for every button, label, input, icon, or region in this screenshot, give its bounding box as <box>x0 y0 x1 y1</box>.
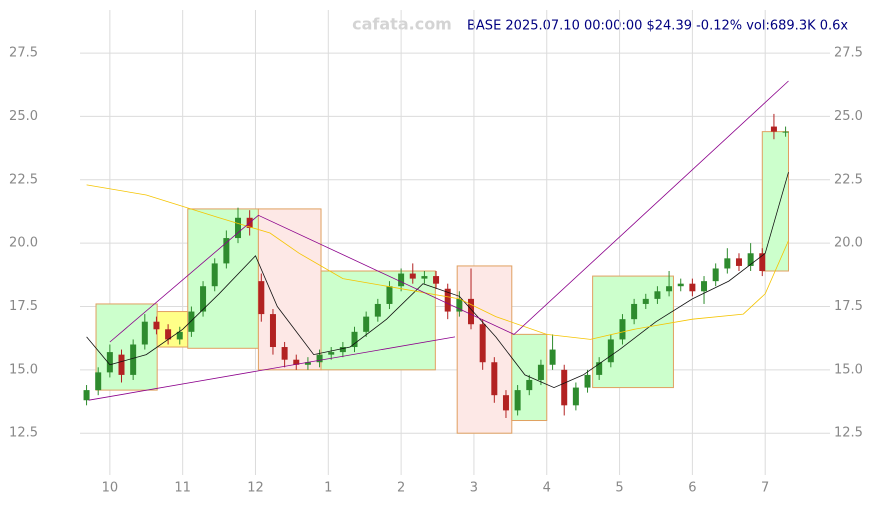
candle-body <box>619 319 626 340</box>
y-tick-label-right: 27.5 <box>834 46 863 61</box>
candle-body <box>351 331 358 348</box>
candle-body <box>433 276 440 284</box>
candle-body <box>666 286 673 292</box>
candle-body <box>584 374 591 388</box>
range-box <box>761 131 789 272</box>
candle-body <box>304 362 311 365</box>
y-tick-label-right: 12.5 <box>834 426 863 441</box>
candle-body <box>83 390 90 401</box>
indicator-line <box>88 336 456 401</box>
y-tick-label-right: 25.0 <box>834 109 863 124</box>
candle-body <box>468 298 475 325</box>
candle-body <box>782 131 789 133</box>
x-tick-label: 4 <box>543 481 551 496</box>
candle-body <box>561 369 568 406</box>
y-tick-label-right: 17.5 <box>834 299 863 314</box>
candle-body <box>514 390 521 411</box>
candle-body <box>316 354 323 363</box>
candle-body <box>456 298 463 312</box>
candle-body <box>118 354 125 375</box>
candle-body <box>130 344 137 375</box>
candle-body <box>211 263 218 287</box>
candle-body <box>701 281 708 292</box>
candle-body <box>95 372 102 391</box>
candle-body <box>153 321 160 330</box>
candle-body <box>200 286 207 312</box>
candle-body <box>165 329 172 340</box>
candle-body <box>537 364 544 380</box>
candle-body <box>479 324 486 363</box>
candle-body <box>712 268 719 282</box>
candle-body <box>281 347 288 360</box>
candle-body <box>689 283 696 292</box>
candle-body <box>386 286 393 304</box>
candle-body <box>106 352 113 373</box>
candle-body <box>502 395 509 411</box>
range-box <box>257 208 322 371</box>
candle-body <box>188 311 195 332</box>
x-tick-label: 3 <box>470 481 478 496</box>
x-tick-label: 1 <box>324 481 332 496</box>
candle-body <box>421 276 428 279</box>
y-tick-label: 22.5 <box>9 172 38 187</box>
y-tick-label-right: 20.0 <box>834 236 863 251</box>
range-box <box>95 303 158 391</box>
y-tick-label-right: 15.0 <box>834 362 863 377</box>
chart-title: BASE 2025.07.10 00:00:00 $24.39 -0.12% v… <box>467 19 848 34</box>
candle-body <box>735 258 742 266</box>
range-box <box>187 208 259 349</box>
candle-body <box>596 362 603 375</box>
range-box <box>592 275 674 389</box>
candle-body <box>607 339 614 363</box>
watermark: cafata.com <box>352 15 452 34</box>
candle-body <box>398 273 405 287</box>
x-tick-label: 10 <box>102 481 119 496</box>
candle-body <box>269 314 276 348</box>
candle-body <box>526 379 533 391</box>
x-tick-label: 5 <box>615 481 623 496</box>
candle-body <box>759 253 766 272</box>
candle-body <box>176 331 183 340</box>
candle-body <box>642 298 649 304</box>
candle-body <box>293 359 300 365</box>
candle-body <box>770 126 777 132</box>
x-tick-label: 7 <box>761 481 769 496</box>
candle-body <box>141 321 148 345</box>
candle-body <box>549 349 556 365</box>
x-tick-label: 12 <box>247 481 264 496</box>
candle-body <box>339 347 346 353</box>
candle-body <box>631 303 638 320</box>
candle-body <box>724 258 731 269</box>
candle-body <box>491 362 498 396</box>
candle-body <box>328 352 335 355</box>
candle-body <box>223 238 230 264</box>
candle-body <box>747 253 754 266</box>
indicator-line <box>109 80 789 343</box>
x-tick-label: 6 <box>688 481 696 496</box>
y-tick-label: 25.0 <box>9 109 38 124</box>
candle-body <box>363 316 370 332</box>
candle-body <box>444 288 451 312</box>
candle-body <box>258 281 265 315</box>
y-tick-label: 12.5 <box>9 426 38 441</box>
candle-body <box>654 291 661 299</box>
y-tick-label-right: 22.5 <box>834 172 863 187</box>
y-tick-label: 20.0 <box>9 236 38 251</box>
y-tick-label: 27.5 <box>9 46 38 61</box>
candle-body <box>572 387 579 406</box>
candle-body <box>409 273 416 279</box>
candle-body <box>235 217 242 239</box>
x-tick-label: 2 <box>397 481 405 496</box>
y-tick-label: 15.0 <box>9 362 38 377</box>
x-tick-label: 11 <box>174 481 191 496</box>
y-tick-label: 17.5 <box>9 299 38 314</box>
candle-body <box>677 283 684 287</box>
indicator-line <box>86 184 789 340</box>
candle-body <box>374 303 381 317</box>
indicator-line <box>86 172 789 389</box>
